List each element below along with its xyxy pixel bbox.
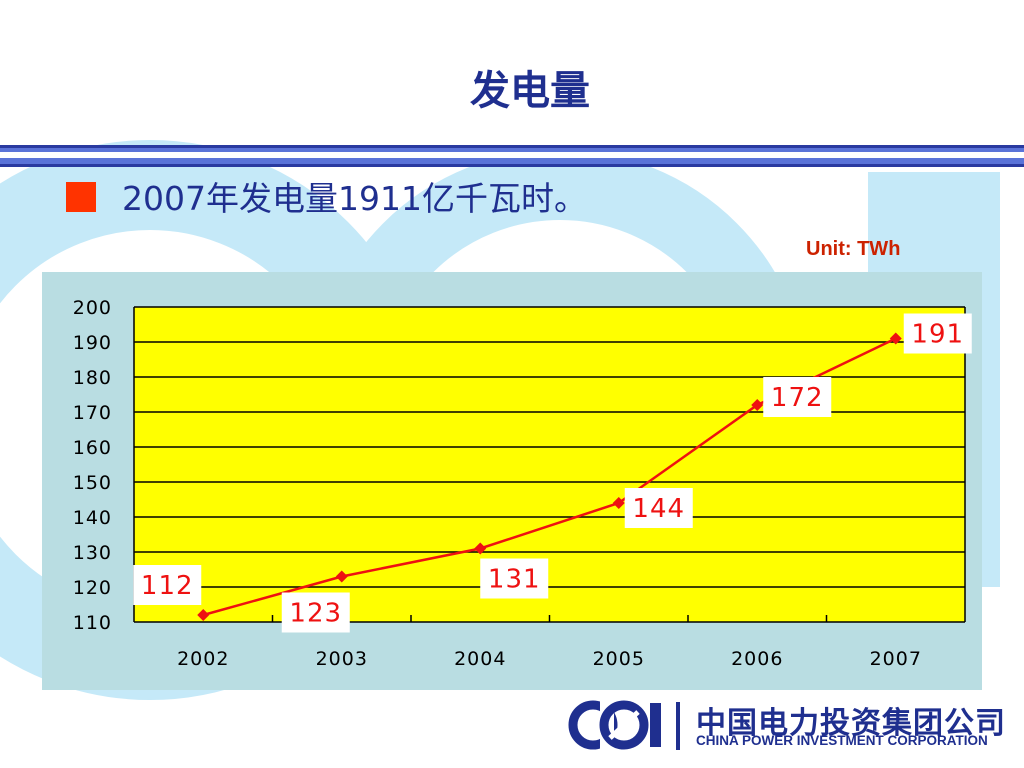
data-point-marker	[335, 570, 348, 583]
x-tick-label: 2005	[593, 648, 645, 670]
data-label-text: 144	[632, 494, 685, 524]
bullet-text: 2007年发电量1911亿千瓦时。	[122, 179, 587, 218]
data-label-box	[903, 313, 972, 354]
x-tick-label: 2003	[316, 648, 368, 670]
y-tick-label: 120	[73, 577, 112, 599]
y-tick-label: 190	[73, 332, 112, 354]
data-label-box	[763, 377, 832, 417]
data-label-text: 191	[911, 320, 964, 350]
data-points	[197, 332, 902, 621]
x-axis-ticks	[271, 615, 828, 622]
data-label: 144	[624, 488, 693, 528]
bullet-square-icon	[66, 182, 96, 212]
y-tick-label: 170	[73, 402, 112, 424]
company-name-cn: 中国电力投资集团公司	[696, 706, 1006, 741]
title-divider	[0, 145, 1024, 167]
y-tick-label: 180	[73, 367, 112, 389]
data-label: 112	[133, 565, 202, 605]
x-tick-label: 2006	[731, 648, 783, 670]
data-label-text: 172	[771, 383, 824, 413]
data-label-box	[133, 565, 202, 605]
data-label-box	[480, 558, 549, 599]
data-label-box	[281, 592, 350, 633]
slide-title: 发电量	[470, 68, 590, 114]
y-tick-label: 110	[73, 612, 112, 634]
data-point-marker	[612, 497, 625, 509]
y-tick-label: 160	[73, 437, 112, 459]
data-label: 131	[480, 558, 549, 599]
data-label-text: 131	[488, 565, 541, 595]
data-label: 172	[763, 377, 832, 417]
plot-area	[134, 307, 965, 622]
data-point-marker	[197, 609, 210, 621]
company-name-en: CHINA POWER INVESTMENT CORPORATION	[696, 733, 988, 748]
data-label-text: 112	[141, 571, 194, 601]
x-tick-label: 2007	[870, 648, 922, 670]
data-label-box	[624, 488, 693, 528]
data-label-text: 123	[289, 599, 342, 629]
y-tick-label: 140	[73, 507, 112, 529]
x-axis-labels: 2002 2003 2004 2005 2006 2007	[177, 648, 922, 670]
y-tick-label: 200	[73, 297, 112, 319]
data-point-marker	[889, 332, 902, 345]
y-tick-label: 150	[73, 472, 112, 494]
data-point-marker	[751, 399, 764, 411]
cpi-logo-icon	[568, 698, 680, 754]
data-point-marker	[474, 542, 487, 555]
y-axis-labels: 200 190 180 170 160 150 140 130 120 110	[73, 297, 112, 634]
data-label: 123	[281, 592, 350, 633]
y-tick-label: 130	[73, 542, 112, 564]
x-tick-label: 2004	[454, 648, 506, 670]
data-label: 191	[903, 313, 972, 354]
x-tick-label: 2002	[177, 648, 229, 670]
unit-label: Unit: TWh	[806, 238, 901, 260]
data-labels: 112 123 131 144 172 191	[133, 313, 972, 633]
